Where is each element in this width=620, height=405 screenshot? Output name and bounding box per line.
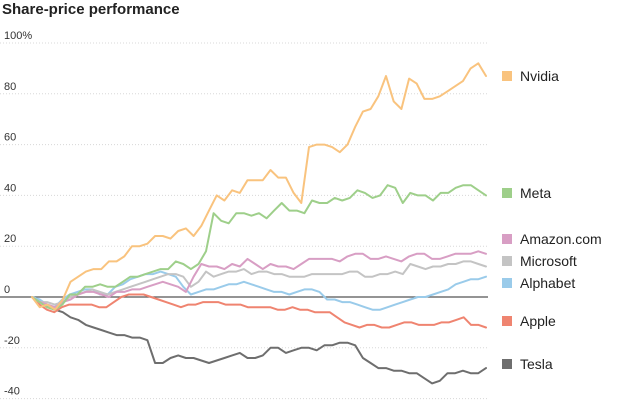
legend-label-apple: Apple: [520, 313, 556, 329]
y-tick-label: 20: [4, 233, 16, 245]
y-tick-label: 40: [4, 182, 16, 194]
legend-swatch-amazon-com: [502, 234, 512, 244]
y-axis: 100% 80 60 40 20 0 -20 -40: [4, 30, 32, 398]
y-tick-label: -20: [4, 335, 20, 347]
meta-line: [31, 184, 487, 311]
y-tick-label: 0: [4, 284, 10, 296]
gridlines: [0, 42, 488, 400]
y-tick-label: 60: [4, 132, 16, 144]
legend-label-alphabet: Alphabet: [520, 275, 575, 291]
tesla-line: [31, 296, 487, 385]
legend-swatch-nvidia: [502, 71, 512, 81]
series-lines: [31, 62, 487, 385]
legend-swatch-alphabet: [502, 278, 512, 288]
amazon-com-line: [31, 250, 487, 309]
legend-swatch-tesla: [502, 359, 512, 369]
y-tick-label: 80: [4, 81, 16, 93]
microsoft-line: [31, 260, 487, 306]
apple-line: [31, 293, 487, 329]
legend-swatch-meta: [502, 188, 512, 198]
y-tick-label: -40: [4, 386, 20, 398]
legend-swatch-apple: [502, 316, 512, 326]
nvidia-line: [31, 62, 487, 311]
legend-swatch-microsoft: [502, 256, 512, 266]
legend-label-microsoft: Microsoft: [520, 253, 577, 269]
legend-label-tesla: Tesla: [520, 356, 553, 372]
alphabet-line: [31, 270, 487, 311]
legend: Nvidia Meta Amazon.com Microsoft Alphabet App…: [502, 68, 602, 372]
y-tick-label: 100%: [4, 30, 32, 42]
legend-label-nvidia: Nvidia: [520, 68, 559, 84]
legend-label-amazon-com: Amazon.com: [520, 231, 602, 247]
chart-title: Share-price performance: [2, 1, 180, 18]
legend-label-meta: Meta: [520, 185, 551, 201]
